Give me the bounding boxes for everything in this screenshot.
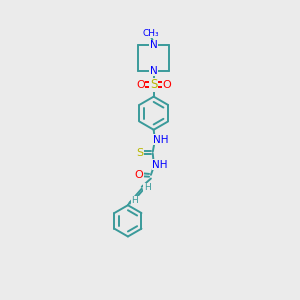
Text: S: S bbox=[136, 148, 143, 158]
Text: S: S bbox=[150, 78, 158, 91]
Text: O: O bbox=[136, 80, 145, 90]
Text: H: H bbox=[131, 196, 138, 205]
Text: O: O bbox=[163, 80, 171, 90]
Text: O: O bbox=[135, 170, 143, 180]
Text: N: N bbox=[150, 40, 158, 50]
Text: NH: NH bbox=[153, 135, 168, 145]
Text: NH: NH bbox=[152, 160, 168, 170]
Text: N: N bbox=[150, 66, 158, 76]
Text: CH₃: CH₃ bbox=[142, 28, 159, 38]
Text: H: H bbox=[144, 183, 151, 192]
